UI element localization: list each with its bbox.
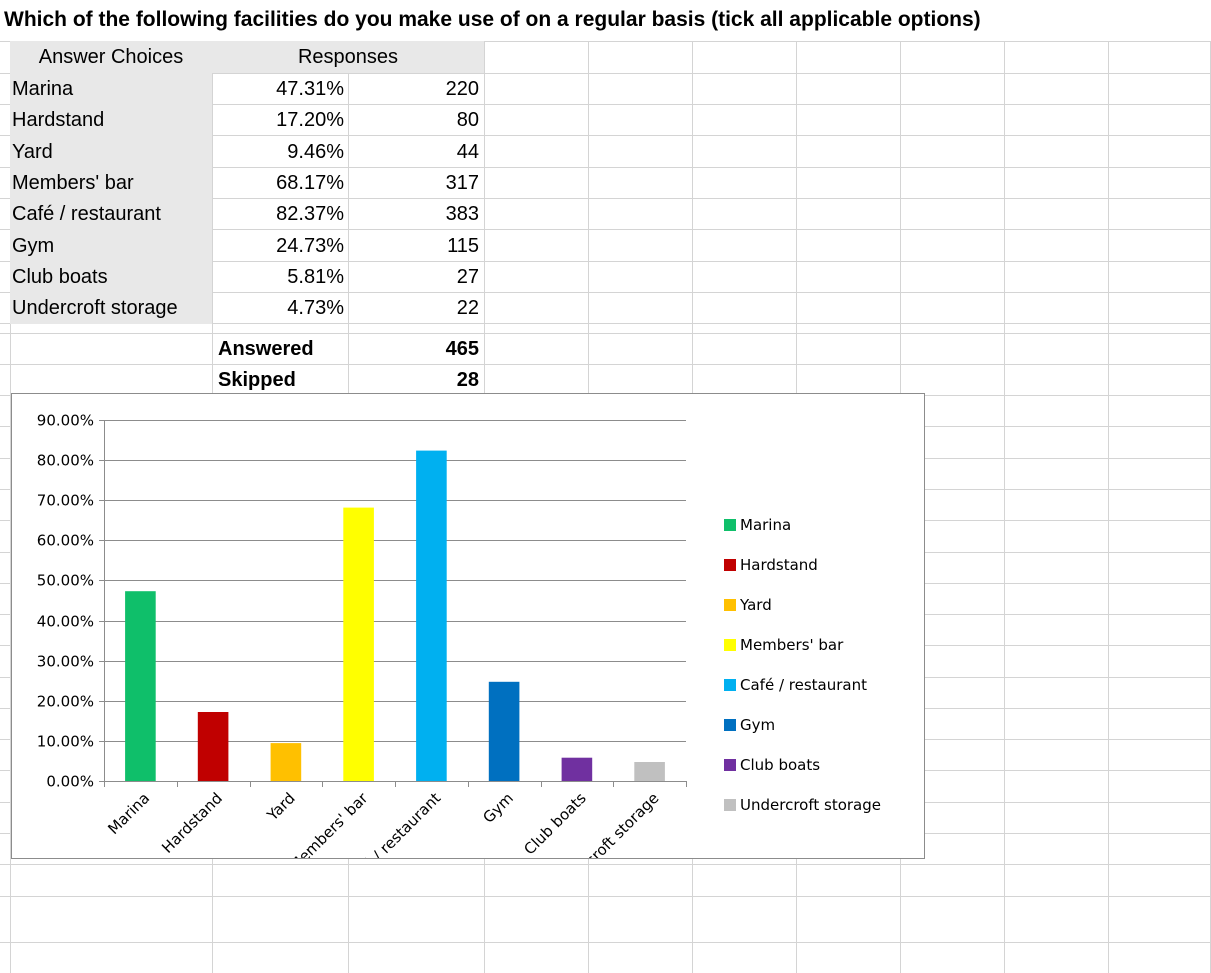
y-tick-label: 20.00%: [37, 693, 94, 711]
response-count[interactable]: 383: [445, 203, 479, 225]
response-percent[interactable]: 24.73%: [276, 235, 344, 257]
response-count[interactable]: 80: [456, 109, 479, 131]
response-count[interactable]: 22: [456, 297, 479, 319]
bar-0[interactable]: [125, 591, 156, 781]
answered-label[interactable]: Answered: [218, 338, 314, 360]
x-category-label: Yard: [263, 789, 299, 825]
answer-choice-label[interactable]: Club boats: [10, 261, 212, 293]
answer-choice-label[interactable]: Yard: [10, 136, 212, 168]
answer-choice-label[interactable]: Café / restaurant: [10, 198, 212, 230]
x-category-label: Members' bar: [286, 789, 372, 858]
legend-label[interactable]: Yard: [739, 596, 772, 614]
answered-value[interactable]: 465: [445, 338, 479, 360]
legend-swatch: [724, 599, 736, 611]
y-tick-label: 40.00%: [37, 613, 94, 631]
response-count[interactable]: 27: [456, 266, 479, 288]
legend-label[interactable]: Café / restaurant: [740, 676, 867, 694]
response-count[interactable]: 115: [447, 235, 479, 257]
legend-label[interactable]: Undercroft storage: [740, 796, 881, 814]
response-percent[interactable]: 82.37%: [276, 203, 344, 225]
legend-swatch: [724, 519, 736, 531]
answer-choice-label[interactable]: Members' bar: [10, 167, 212, 199]
legend-label[interactable]: Marina: [740, 516, 791, 534]
answer-choice-label[interactable]: Undercroft storage: [10, 292, 212, 324]
response-percent[interactable]: 9.46%: [287, 141, 344, 163]
response-count[interactable]: 317: [445, 172, 479, 194]
x-category-label: Gym: [479, 789, 517, 827]
legend-label[interactable]: Gym: [740, 716, 775, 734]
bar-6[interactable]: [561, 757, 593, 781]
y-tick-label: 50.00%: [37, 572, 94, 590]
y-tick-label: 80.00%: [37, 452, 94, 470]
bar-chart[interactable]: 0.00% 10.00% 20.00% 30.00% 40.00% 50.00% 60.00…: [11, 393, 925, 859]
bar-2[interactable]: [270, 743, 302, 781]
y-tick-label: 90.00%: [37, 412, 94, 430]
y-tick-label: 10.00%: [37, 733, 94, 751]
bar-4[interactable]: [416, 450, 447, 781]
legend-swatch: [724, 719, 736, 731]
bar-5[interactable]: [488, 681, 520, 781]
bar-3[interactable]: [343, 507, 374, 781]
response-count[interactable]: 220: [445, 78, 479, 100]
response-percent[interactable]: 47.31%: [276, 78, 344, 100]
x-category-label: Hardstand: [158, 789, 226, 857]
y-tick-label: 60.00%: [37, 532, 94, 550]
legend-label[interactable]: Members' bar: [740, 636, 844, 654]
x-category-label: Club boats: [520, 789, 589, 858]
response-percent[interactable]: 5.81%: [287, 266, 344, 288]
survey-question-title: Which of the following facilities do you…: [4, 8, 981, 31]
legend-swatch: [724, 679, 736, 691]
bar-7[interactable]: [634, 762, 665, 781]
legend-swatch: [724, 799, 736, 811]
y-tick-label: 0.00%: [46, 773, 94, 791]
skipped-value[interactable]: 28: [456, 369, 479, 391]
skipped-label[interactable]: Skipped: [218, 369, 296, 391]
header-answer-choices[interactable]: Answer Choices: [10, 41, 212, 73]
x-category-label: Marina: [104, 789, 153, 838]
answer-choice-label[interactable]: Marina: [10, 73, 212, 105]
legend-swatch: [724, 559, 736, 571]
response-percent[interactable]: 17.20%: [276, 109, 344, 131]
y-tick-label: 30.00%: [37, 653, 94, 671]
answer-choice-label[interactable]: Gym: [10, 230, 212, 262]
legend-label[interactable]: Club boats: [740, 756, 820, 774]
response-count[interactable]: 44: [456, 141, 479, 163]
response-percent[interactable]: 4.73%: [287, 297, 344, 319]
response-percent[interactable]: 68.17%: [276, 172, 344, 194]
header-responses[interactable]: Responses: [212, 41, 484, 73]
bar-1[interactable]: [197, 712, 229, 781]
legend-label[interactable]: Hardstand: [740, 556, 818, 574]
chart-svg: 0.00% 10.00% 20.00% 30.00% 40.00% 50.00% 60.00…: [37, 412, 881, 859]
y-tick-label: 70.00%: [37, 492, 94, 510]
legend-swatch: [724, 759, 736, 771]
legend-swatch: [724, 639, 736, 651]
answer-choice-label[interactable]: Hardstand: [10, 104, 212, 136]
